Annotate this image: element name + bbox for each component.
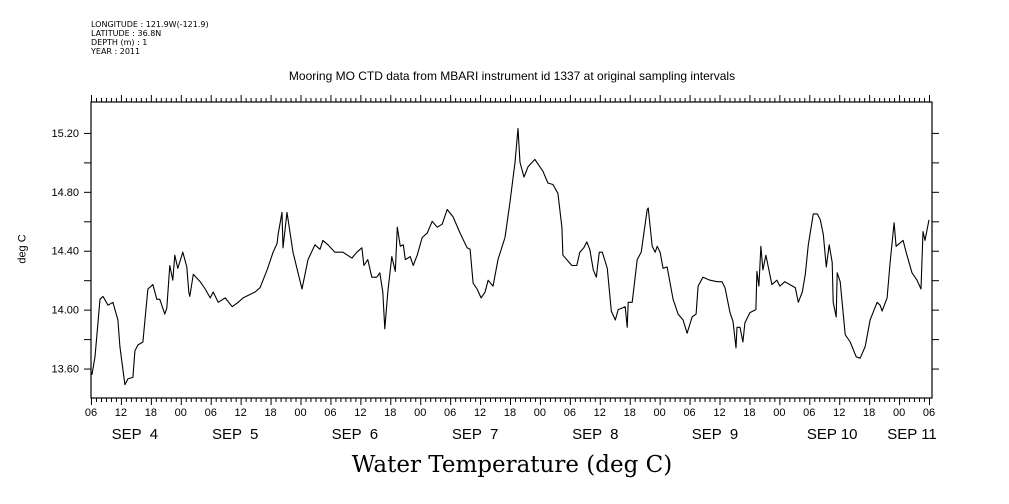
y-tick-label: 13.60 bbox=[51, 364, 79, 376]
x-tick-label: 06 bbox=[803, 407, 815, 419]
x-tick-label: 12 bbox=[115, 407, 127, 419]
date-label: SEP 11 bbox=[887, 426, 936, 443]
temperature-series-line bbox=[90, 127, 930, 386]
x-tick-label: 18 bbox=[504, 407, 516, 419]
x-tick-label: 12 bbox=[713, 407, 725, 419]
x-tick-label: 12 bbox=[354, 407, 366, 419]
x-tick-label: 12 bbox=[594, 407, 606, 419]
x-tick-label: 18 bbox=[624, 407, 636, 419]
date-label: SEP 6 bbox=[332, 426, 378, 443]
x-tick-label: 18 bbox=[384, 407, 396, 419]
x-tick-label: 18 bbox=[145, 407, 157, 419]
latitude-text: LATITUDE : 36.8N bbox=[91, 29, 162, 38]
x-tick-label: 00 bbox=[893, 407, 905, 419]
x-tick-label: 06 bbox=[923, 407, 935, 419]
plot-frame bbox=[90, 101, 933, 399]
date-label: SEP 7 bbox=[452, 426, 498, 443]
x-tick-label: 06 bbox=[324, 407, 336, 419]
date-label: SEP 5 bbox=[212, 426, 258, 443]
date-label: SEP 10 bbox=[807, 426, 858, 443]
metadata-block: LONGITUDE : 121.9W(-121.9) LATITUDE : 36… bbox=[91, 20, 209, 56]
x-tick-label: 00 bbox=[294, 407, 306, 419]
date-label: SEP 4 bbox=[112, 426, 158, 443]
y-tick-label: 14.40 bbox=[51, 246, 79, 258]
x-tick-label: 00 bbox=[414, 407, 426, 419]
y-tick-label: 14.80 bbox=[51, 187, 79, 199]
chart-title: Mooring MO CTD data from MBARI instrumen… bbox=[288, 69, 736, 83]
x-tick-label: 06 bbox=[205, 407, 217, 419]
x-tick-label: 00 bbox=[773, 407, 785, 419]
x-tick-label: 12 bbox=[474, 407, 486, 419]
depth-text: DEPTH (m) : 1 bbox=[91, 38, 148, 47]
x-tick-label: 06 bbox=[564, 407, 576, 419]
x-tick-label: 00 bbox=[654, 407, 666, 419]
x-tick-label: 12 bbox=[235, 407, 247, 419]
x-tick-label: 18 bbox=[863, 407, 875, 419]
longitude-text: LONGITUDE : 121.9W(-121.9) bbox=[91, 20, 209, 29]
year-text: YEAR : 2011 bbox=[91, 47, 141, 56]
x-tick-label: 06 bbox=[444, 407, 456, 419]
y-tick-label: 15.20 bbox=[51, 128, 79, 140]
x-tick-label: 18 bbox=[743, 407, 755, 419]
date-label: SEP 8 bbox=[572, 426, 618, 443]
x-tick-label: 00 bbox=[534, 407, 546, 419]
x-tick-label: 18 bbox=[264, 407, 276, 419]
date-label: SEP 9 bbox=[692, 426, 738, 443]
x-tick-label: 12 bbox=[833, 407, 845, 419]
x-tick-label: 00 bbox=[175, 407, 187, 419]
x-tick-label: 06 bbox=[683, 407, 695, 419]
x-tick-label: 06 bbox=[85, 407, 97, 419]
y-tick-label: 14.00 bbox=[51, 305, 79, 317]
variable-title: Water Temperature (deg C) bbox=[351, 452, 673, 478]
